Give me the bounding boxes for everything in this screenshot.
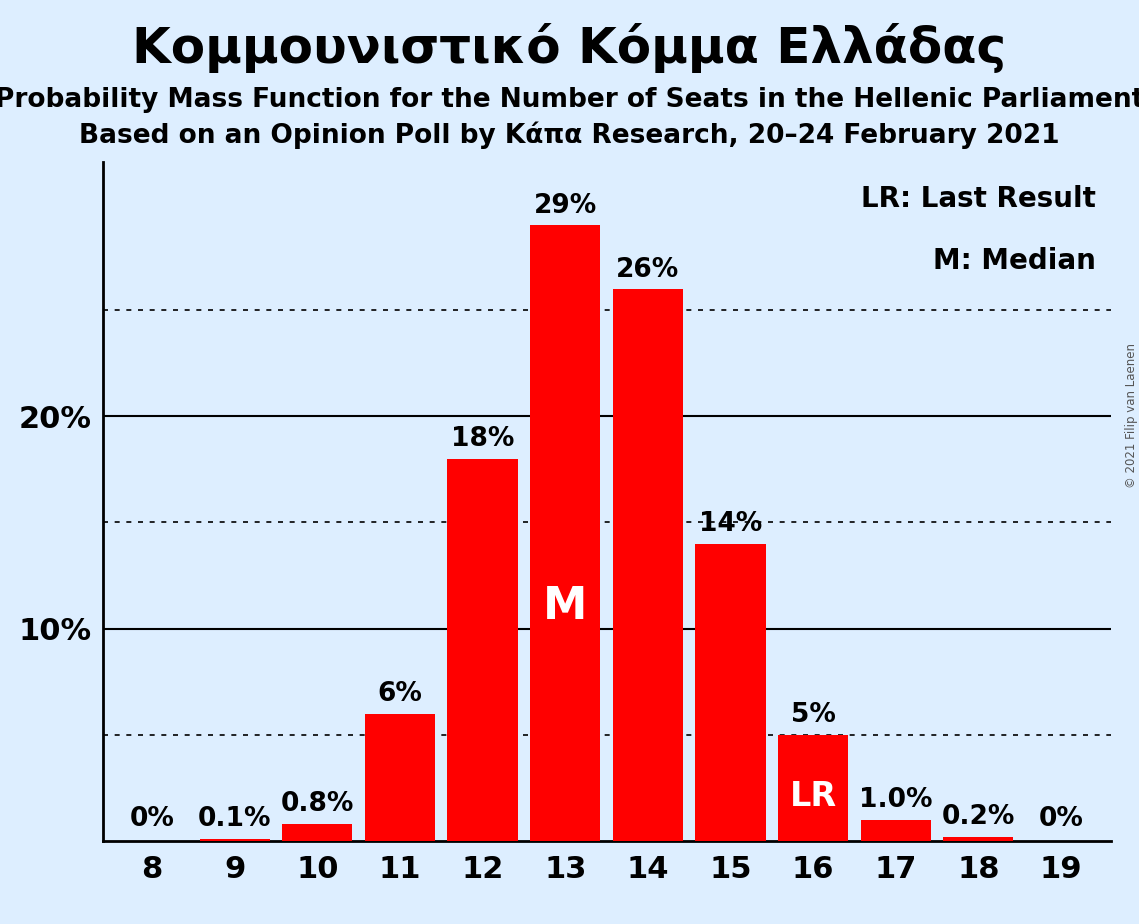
- Bar: [861, 820, 931, 841]
- Bar: [695, 543, 765, 841]
- Bar: [530, 225, 600, 841]
- Text: Probability Mass Function for the Number of Seats in the Hellenic Parliament: Probability Mass Function for the Number…: [0, 87, 1139, 113]
- Text: 0%: 0%: [1039, 807, 1083, 833]
- Text: 0.1%: 0.1%: [198, 807, 271, 833]
- Text: 26%: 26%: [616, 257, 680, 283]
- Text: Based on an Opinion Poll by Κάπα Research, 20–24 February 2021: Based on an Opinion Poll by Κάπα Researc…: [80, 122, 1059, 150]
- Text: LR: Last Result: LR: Last Result: [861, 186, 1096, 213]
- Text: LR: LR: [789, 780, 837, 813]
- Text: 18%: 18%: [451, 427, 515, 453]
- Bar: [613, 289, 683, 841]
- Text: 0.2%: 0.2%: [942, 804, 1015, 831]
- Text: 29%: 29%: [533, 193, 597, 219]
- Bar: [199, 839, 270, 841]
- Bar: [282, 824, 352, 841]
- Text: 6%: 6%: [377, 681, 423, 707]
- Text: 0.8%: 0.8%: [280, 792, 354, 818]
- Text: 0%: 0%: [130, 807, 174, 833]
- Text: M: Median: M: Median: [933, 247, 1096, 274]
- Text: Κομμουνιστικό Κόμμα Ελλάδας: Κομμουνιστικό Κόμμα Ελλάδας: [132, 23, 1007, 73]
- Text: 5%: 5%: [790, 702, 836, 728]
- Text: M: M: [543, 586, 588, 628]
- Text: © 2021 Filip van Laenen: © 2021 Filip van Laenen: [1124, 344, 1138, 488]
- Text: 14%: 14%: [699, 511, 762, 538]
- Bar: [364, 713, 435, 841]
- Bar: [943, 836, 1014, 841]
- Text: 1.0%: 1.0%: [859, 787, 933, 813]
- Bar: [448, 459, 518, 841]
- Bar: [778, 735, 849, 841]
